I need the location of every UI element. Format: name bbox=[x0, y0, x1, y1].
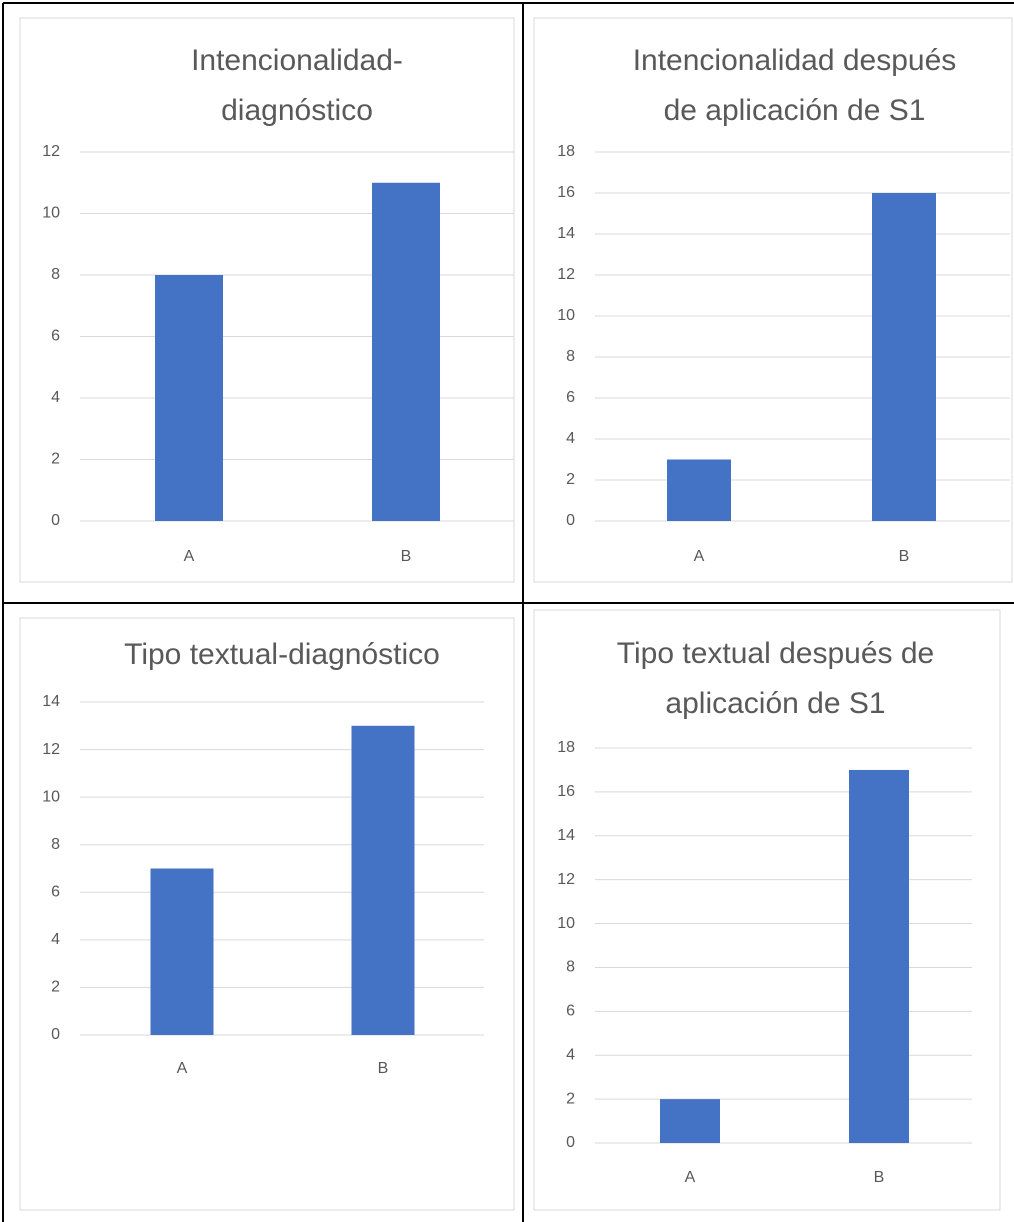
chart-area-border bbox=[19, 17, 515, 583]
y-tick-label: 6 bbox=[566, 1003, 575, 1020]
bar-A bbox=[155, 275, 223, 521]
chart-title-line: aplicación de S1 bbox=[665, 687, 885, 720]
x-category-label: A bbox=[177, 1060, 188, 1077]
y-tick-label: 2 bbox=[566, 471, 575, 488]
y-tick-label: 6 bbox=[51, 328, 60, 345]
bar-B bbox=[372, 182, 440, 521]
bar-B bbox=[351, 725, 415, 1035]
y-tick-label: 14 bbox=[557, 827, 575, 844]
chart-area-border bbox=[533, 17, 1013, 583]
bar-B bbox=[849, 769, 909, 1143]
chart-2: Intencionalidad después de aplicación de … bbox=[533, 17, 1013, 583]
y-tick-label: 2 bbox=[51, 979, 60, 996]
chart-title-line: Tipo textual-diagnóstico bbox=[124, 638, 440, 671]
chart-title-line: Tipo textual después de bbox=[617, 637, 934, 670]
chart-1: Intencionalidad-diagnóstico 0 2 4 6 8 10 12 A B bbox=[19, 17, 515, 583]
x-category-label: A bbox=[184, 548, 195, 565]
bar-A bbox=[660, 1099, 720, 1143]
x-category-label: B bbox=[874, 1169, 885, 1186]
y-tick-label: 2 bbox=[51, 451, 60, 468]
y-tick-label: 10 bbox=[557, 915, 575, 932]
y-tick-label: 4 bbox=[566, 430, 575, 447]
y-tick-label: 0 bbox=[566, 1134, 575, 1151]
chart-area-border bbox=[533, 609, 1001, 1211]
y-tick-label: 14 bbox=[557, 225, 575, 242]
chart-area-border bbox=[19, 617, 515, 1211]
y-tick-label: 16 bbox=[557, 184, 575, 201]
bar-A bbox=[150, 868, 214, 1035]
y-tick-label: 14 bbox=[42, 693, 60, 710]
y-tick-label: 8 bbox=[566, 959, 575, 976]
y-tick-label: 0 bbox=[566, 512, 575, 529]
x-category-label: B bbox=[899, 548, 910, 565]
y-tick-label: 8 bbox=[51, 266, 60, 283]
y-tick-label: 4 bbox=[566, 1046, 575, 1063]
y-tick-label: 8 bbox=[51, 836, 60, 853]
x-category-label: A bbox=[694, 548, 705, 565]
chart-4: Tipo textual después de aplicación de S1 0… bbox=[533, 609, 1001, 1211]
y-tick-label: 10 bbox=[42, 788, 60, 805]
y-tick-label: 18 bbox=[557, 739, 575, 756]
y-tick-label: 10 bbox=[557, 307, 575, 324]
y-tick-label: 10 bbox=[42, 205, 60, 222]
y-tick-label: 4 bbox=[51, 931, 60, 948]
x-category-label: B bbox=[378, 1060, 389, 1077]
y-tick-label: 12 bbox=[557, 871, 575, 888]
x-category-label: B bbox=[401, 548, 412, 565]
y-tick-label: 18 bbox=[557, 143, 575, 160]
y-tick-label: 2 bbox=[566, 1090, 575, 1107]
chart-title-line: de aplicación de S1 bbox=[664, 94, 926, 127]
y-tick-label: 6 bbox=[51, 884, 60, 901]
y-tick-label: 12 bbox=[557, 266, 575, 283]
y-tick-label: 0 bbox=[51, 512, 60, 529]
chart-title-line: Intencionalidad después bbox=[633, 44, 957, 77]
y-tick-label: 12 bbox=[42, 741, 60, 758]
chart-title-line: Intencionalidad- bbox=[191, 44, 403, 77]
y-tick-label: 0 bbox=[51, 1026, 60, 1043]
y-tick-label: 4 bbox=[51, 389, 60, 406]
y-tick-label: 6 bbox=[566, 389, 575, 406]
y-tick-label: 16 bbox=[557, 783, 575, 800]
x-category-label: A bbox=[685, 1169, 696, 1186]
y-tick-label: 12 bbox=[42, 143, 60, 160]
y-tick-label: 8 bbox=[566, 348, 575, 365]
chart-3: Tipo textual-diagnóstico 0 2 4 6 8 10 12 14 A B bbox=[19, 617, 515, 1211]
chart-title-line: diagnóstico bbox=[221, 94, 373, 127]
bar-B bbox=[872, 193, 936, 521]
bar-A bbox=[667, 459, 731, 521]
